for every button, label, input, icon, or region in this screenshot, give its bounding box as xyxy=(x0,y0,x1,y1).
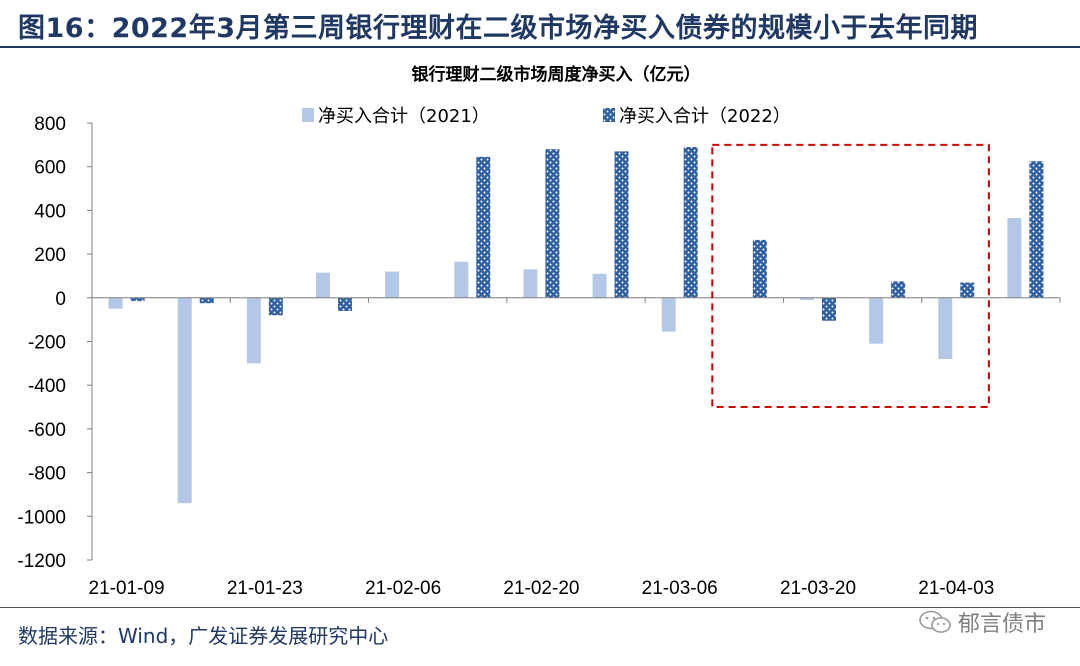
bar-2022 xyxy=(752,239,767,298)
y-tick-label: 400 xyxy=(34,201,66,222)
y-tick-label: -1200 xyxy=(17,551,66,572)
source-note: 数据来源：Wind，广发证券发展研究中心 xyxy=(18,624,389,648)
bar-2021 xyxy=(454,261,469,298)
bar-2021 xyxy=(800,297,814,300)
bar-2021 xyxy=(177,297,192,504)
legend-swatch-2021 xyxy=(302,108,314,122)
bar-2021 xyxy=(661,297,676,332)
highlight-box xyxy=(711,143,990,409)
bar-2022 xyxy=(960,282,975,298)
bar-2021 xyxy=(523,269,538,298)
y-tick-label: 800 xyxy=(34,114,66,135)
legend-label-2022: 净买入合计（2022） xyxy=(619,106,791,127)
bar-chart: 银行理财二级市场周度净买入（亿元） 净买入合计（2021） 净买入合计（2022… xyxy=(17,64,1061,599)
bar-2022 xyxy=(268,297,283,316)
x-tick-label: 21-01-09 xyxy=(89,578,165,599)
y-tick-label: -400 xyxy=(28,376,66,397)
wechat-icon xyxy=(919,610,951,633)
bar-2021 xyxy=(385,271,400,298)
y-tick-label: 200 xyxy=(34,245,66,266)
title-rule xyxy=(0,46,1080,48)
source-rule xyxy=(0,607,1080,608)
legend-swatch-2022 xyxy=(603,108,615,122)
x-tick-label: 21-04-03 xyxy=(918,578,994,599)
y-axis: 800 600 400 200 0 -200 -400 -600 -800 -1000 -1200 xyxy=(17,114,92,572)
bar-2022 xyxy=(891,281,906,298)
x-tick-label: 21-03-06 xyxy=(642,578,718,599)
legend: 净买入合计（2021） 净买入合计（2022） xyxy=(302,106,791,127)
figure-title: 图16：2022年3月第三周银行理财在二级市场净买入债券的规模小于去年同期 xyxy=(18,13,979,44)
legend-label-2021: 净买入合计（2021） xyxy=(318,106,490,127)
y-tick-label: -200 xyxy=(28,333,66,354)
x-tick-label: 21-02-20 xyxy=(503,578,579,599)
bar-2022 xyxy=(545,149,560,298)
bar-2022 xyxy=(130,297,145,302)
bar-2022 xyxy=(199,297,214,304)
bar-2021 xyxy=(592,273,607,298)
y-tick-label: -600 xyxy=(28,420,66,441)
y-tick-label: -1000 xyxy=(17,507,66,528)
watermark: 郁言债市 xyxy=(918,606,1046,638)
x-tick-label: 21-01-23 xyxy=(227,578,303,599)
x-tick-label: 21-02-06 xyxy=(365,578,441,599)
bar-2021 xyxy=(108,297,123,309)
bar-2022 xyxy=(822,297,836,321)
bar-2022 xyxy=(614,151,629,298)
bars xyxy=(108,147,1044,504)
watermark-text: 郁言债市 xyxy=(957,612,1046,637)
y-tick-label: -800 xyxy=(28,464,66,485)
bar-2022 xyxy=(476,156,491,298)
axes: 21-01-09 21-01-23 21-02-06 21-02-20 21-03-06… xyxy=(89,123,1061,599)
bar-2022 xyxy=(338,297,352,311)
bar-2021 xyxy=(938,297,953,359)
bar-2021 xyxy=(869,297,884,344)
x-tick-label: 21-03-20 xyxy=(780,578,856,599)
bar-2021 xyxy=(1007,218,1022,298)
bar-2022 xyxy=(1029,161,1044,298)
bar-2021 xyxy=(246,297,261,364)
y-tick-label: 0 xyxy=(55,289,66,310)
bar-2022 xyxy=(683,147,698,298)
bar-2021 xyxy=(316,272,330,298)
chart-title: 银行理财二级市场周度净买入（亿元） xyxy=(412,64,701,85)
y-tick-label: 600 xyxy=(34,158,66,179)
